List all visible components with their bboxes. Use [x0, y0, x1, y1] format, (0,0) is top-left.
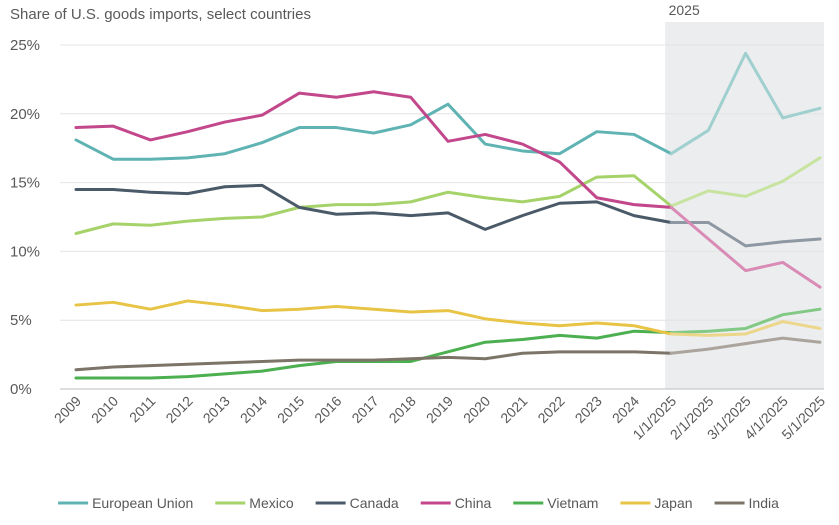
x-tick-label: 2021: [497, 393, 530, 426]
series-lines: [74, 51, 822, 380]
series-china: [74, 90, 822, 289]
x-tick-label: 2024: [609, 393, 642, 426]
legend-item-china: China: [420, 495, 492, 511]
x-tick-label: 2009: [51, 393, 84, 426]
y-tick-label: 5%: [10, 312, 32, 329]
series-line-mexico: [74, 174, 673, 236]
x-tick-label: 2011: [126, 393, 159, 426]
series-line-china: [74, 90, 673, 209]
y-axis-ticks: 0% 5% 10% 15% 20% 25%: [10, 37, 40, 398]
y-tick-label: 0%: [10, 381, 32, 398]
x-tick-label: 2010: [88, 393, 121, 426]
x-tick-label: 2020: [460, 393, 493, 426]
gridlines: [60, 44, 824, 390]
x-axis-ticks: 2009 2010 2011 2012 2013 2014 2015 2016 2017 2018…: [51, 393, 828, 443]
x-tick-label: 2017: [348, 393, 381, 426]
series-line-european-union: [74, 102, 673, 161]
legend-item-vietnam: Vietnam: [513, 495, 598, 511]
legend-label: Japan: [654, 495, 692, 511]
series-european-union: [74, 51, 822, 161]
x-tick-label: 2012: [162, 393, 195, 426]
highlight-label: 2025: [669, 2, 700, 18]
series-line-india-2025: [669, 336, 822, 355]
legend-label: China: [455, 495, 492, 511]
y-tick-label: 15%: [10, 175, 40, 192]
series-mexico: [74, 156, 822, 236]
series-line-vietnam: [74, 329, 673, 380]
legend-label: India: [749, 495, 780, 511]
legend-item-india: India: [714, 495, 780, 511]
legend-item-mexico: Mexico: [215, 495, 294, 511]
series-line-india: [74, 350, 673, 372]
x-tick-label: 2014: [237, 393, 270, 426]
series-line-mexico-2025: [669, 156, 822, 208]
legend-label: Canada: [350, 495, 399, 511]
legend-label: European Union: [92, 495, 193, 511]
x-tick-label: 2023: [572, 393, 605, 426]
legend-item-european-union: European Union: [58, 495, 193, 511]
y-tick-label: 10%: [10, 243, 40, 260]
x-tick-label: 2022: [534, 393, 567, 426]
y-tick-label: 25%: [10, 37, 40, 54]
x-tick-label: 2016: [311, 393, 344, 426]
legend-item-japan: Japan: [620, 495, 693, 511]
series-canada: [74, 183, 822, 248]
legend-item-canada: Canada: [315, 495, 399, 511]
series-line-canada-2025: [669, 221, 822, 248]
x-tick-label: 2015: [274, 393, 307, 426]
legend-label: Mexico: [249, 495, 294, 511]
x-tick-label: 2013: [200, 393, 233, 426]
series-japan: [74, 299, 822, 337]
series-line-japan-2025: [669, 320, 822, 337]
x-tick-label: 2018: [386, 393, 419, 426]
series-line-china-2025: [669, 205, 822, 289]
legend: European Union Mexico Canada China Vietnam Ja…: [58, 495, 779, 511]
series-line-japan: [74, 299, 673, 336]
chart-title: Share of U.S. goods imports, select coun…: [10, 6, 311, 23]
x-tick-label: 2019: [423, 393, 456, 426]
legend-label: Vietnam: [547, 495, 598, 511]
series-line-european-union-2025: [669, 51, 822, 156]
y-tick-label: 20%: [10, 106, 40, 123]
series-line-canada: [74, 183, 673, 231]
series-india: [74, 336, 822, 372]
series-line-vietnam-2025: [669, 307, 822, 335]
